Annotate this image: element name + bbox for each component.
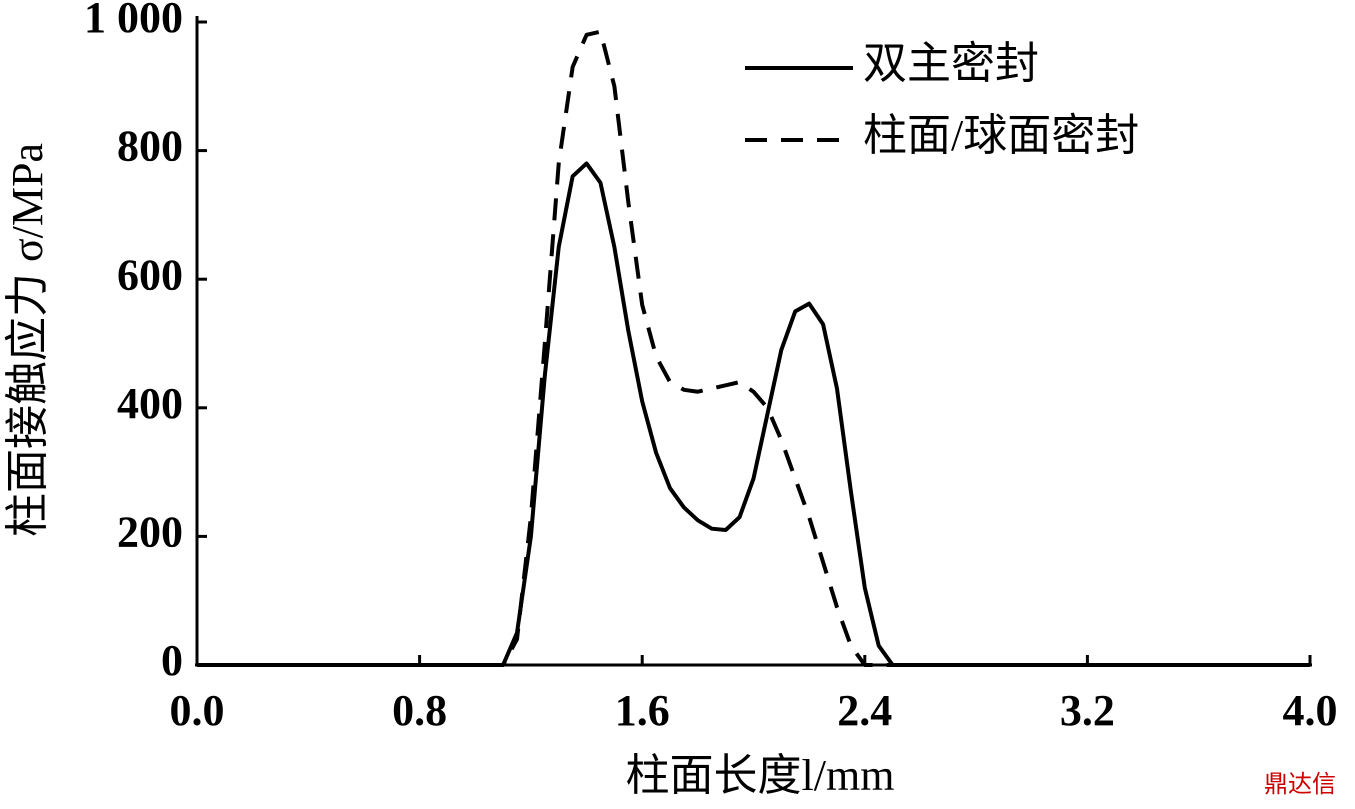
x-axis-label: 柱面长度l/mm [626,751,895,800]
y-tick-label: 1 000 [84,0,183,42]
legend-label: 双主密封 [863,39,1039,88]
y-axis-label: 柱面接触应力 σ/MPa [3,143,52,537]
x-tick-label: 3.2 [1060,686,1115,735]
series-line [197,29,1310,667]
y-tick-label: 400 [117,379,183,428]
x-tick-label: 1.6 [615,686,670,735]
x-tick-label: 2.4 [837,686,892,735]
y-tick-label: 600 [117,250,183,299]
legend-label: 柱面/球面密封 [863,111,1139,160]
x-tick-label: 0.8 [392,686,447,735]
watermark: 鼎达信 [1264,770,1336,798]
y-tick-label: 0 [161,636,183,685]
series-line [197,161,1310,667]
y-tick-label: 800 [117,122,183,171]
x-tick-label: 0.0 [170,686,225,735]
x-tick-label: 4.0 [1283,686,1338,735]
y-tick-label: 200 [117,507,183,556]
